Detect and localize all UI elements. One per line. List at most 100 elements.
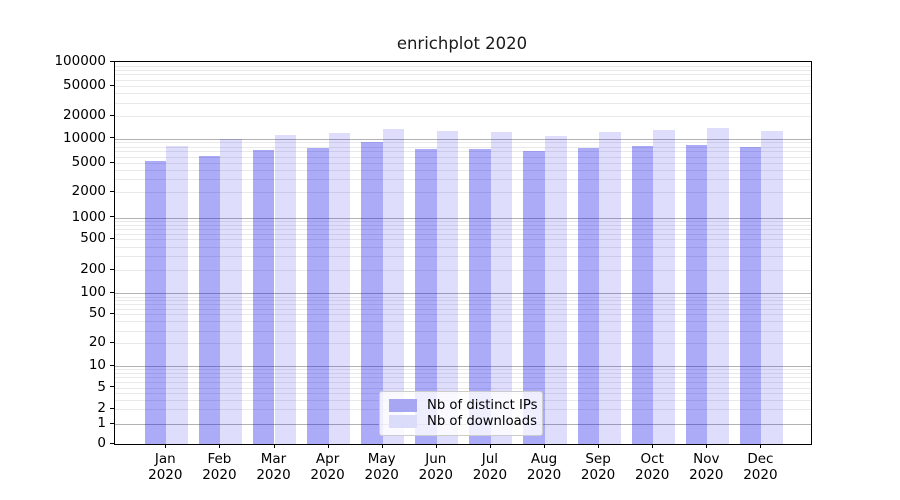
gridline-minor [115,146,811,148]
y-axis-tick [110,190,114,192]
gridline-minor [115,373,811,374]
y-axis-tick [110,407,114,409]
y-axis-tick-label: 20 [88,334,106,351]
gridline-minor [115,221,811,222]
y-axis-tick-label: 200 [80,261,106,277]
gridline-minor [115,156,811,158]
gridline-minor [115,270,811,271]
month-year: 2020 [472,466,508,483]
gridline-major [115,138,811,140]
y-axis-tick [110,84,114,86]
y-axis-tick-label: 1000 [71,208,106,225]
gridline-minor [115,308,811,310]
gridline-minor [115,102,811,104]
month-year: 2020 [148,466,183,483]
gridline-minor [115,246,811,248]
y-axis-tick-label: 500 [80,230,106,247]
legend-item-downloads: Nb of downloads [389,414,537,429]
bar-ips-mar [252,149,275,444]
legend: Nb of distinct IPs Nb of downloads [379,391,543,436]
y-axis-tick-label: 100000 [54,53,106,69]
y-axis-tick-label: 10000 [63,129,106,146]
month-year: 2020 [526,466,562,483]
bar-ips-dec [739,147,762,444]
y-axis-tick-label: 0 [97,435,106,451]
y-axis-tick [110,442,114,444]
x-axis-month-label: Sep 2020 [566,451,630,483]
legend-label-ips: Nb of distinct IPs [427,398,538,413]
bar-downloads-nov [707,128,729,444]
x-axis-tick [652,444,654,448]
gridline-minor [115,228,811,230]
x-axis-month-label: Feb 2020 [187,451,251,483]
x-axis-month-label: Jun 2020 [404,451,468,483]
month-year: 2020 [202,466,237,483]
x-axis-month-label: Apr 2020 [296,451,360,483]
bar-ips-may [361,142,383,444]
y-axis-tick [110,341,114,343]
y-axis-tick [110,161,114,163]
x-axis-tick [165,444,167,448]
gridline-minor [115,321,811,323]
y-axis-tick [110,386,114,388]
x-axis-month-label: Dec 2020 [728,451,792,483]
gridline-minor [115,330,811,332]
gridline-minor [115,304,811,306]
y-axis-tick [110,268,114,270]
bar-downloads-mar [274,135,297,444]
gridline-minor [115,382,811,383]
month-year: 2020 [580,466,616,483]
x-axis-month-label: Jan 2020 [133,451,197,483]
bar-ips-oct [631,146,654,444]
month-year: 2020 [364,466,399,483]
month-name: May [367,451,396,467]
gridline-minor [115,343,811,345]
gridline-minor [115,369,811,371]
y-axis-tick-label: 5 [97,378,106,395]
y-axis-tick [110,422,114,424]
gridline-major [115,366,811,367]
gridline-minor [115,300,811,302]
y-axis-tick [110,364,114,366]
x-axis-month-label: Nov 2020 [674,451,738,483]
bar-ips-jan [144,160,167,444]
bar-downloads-jan [166,145,188,444]
gridline-minor [115,151,811,153]
x-axis-month-label: May 2020 [350,451,414,483]
month-name: Sep [585,451,611,467]
bar-downloads-feb [220,139,242,444]
y-axis-tick-label: 1 [97,415,106,432]
x-axis-tick [706,444,708,448]
y-axis-tick-label: 2 [97,400,106,417]
x-axis-tick [273,444,275,448]
month-name: Mar [260,451,287,467]
month-name: Dec [747,451,774,467]
month-name: Feb [207,451,232,467]
y-axis-tick [110,312,114,314]
y-axis-tick [110,291,114,293]
y-axis-tick-label: 100 [80,284,106,301]
month-year: 2020 [418,466,453,483]
y-axis-tick-label: 10 [88,357,106,373]
x-axis-month-label: Oct 2020 [620,451,684,483]
y-axis-tick [110,137,114,139]
y-axis-tick-label: 5000 [71,154,106,171]
bar-ips-aug [523,150,545,444]
bar-downloads-sep [599,131,621,444]
month-name: Oct [640,451,664,467]
x-axis-tick [598,444,600,448]
x-axis-tick [760,444,762,448]
bar-downloads-jul [490,131,513,444]
month-name: Aug [530,451,558,467]
legend-label-downloads: Nb of downloads [427,414,537,429]
gridline-minor [115,74,811,76]
month-name: Apr [315,451,340,467]
gridline-minor [115,256,811,258]
month-name: Jul [481,451,499,467]
month-name: Jan [154,451,176,467]
gridline-minor [115,192,811,193]
x-axis-tick [219,444,221,448]
gridline-minor [115,387,811,389]
month-year: 2020 [689,466,724,483]
